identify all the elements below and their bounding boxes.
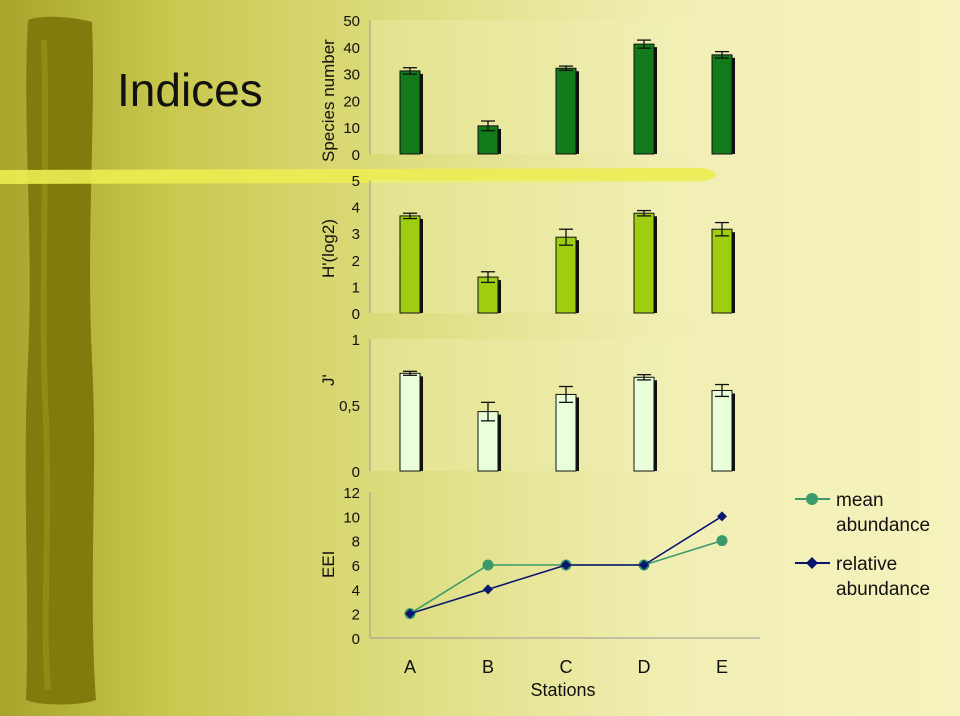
bar-h (399, 215, 421, 314)
y-tick-label-j: 0 (352, 464, 360, 481)
y-tick-label-h: 1 (352, 279, 360, 296)
y-tick-label-eei: 10 (343, 509, 360, 526)
y-axis-label-h: H'(log2) (319, 219, 338, 278)
y-tick-label-h: 0 (352, 306, 360, 323)
x-tick-label-eei: C (560, 657, 573, 677)
panel-j: J' 0 0,5 1 (319, 332, 760, 481)
x-tick-label-eei: B (482, 657, 494, 677)
bar-j (711, 389, 733, 472)
decorative-stripe (25, 16, 96, 705)
y-tick-label-species: 20 (343, 93, 360, 110)
y-tick-label-j: 0,5 (339, 398, 360, 415)
slide-title: Indices (117, 64, 263, 116)
bar-h (711, 228, 733, 314)
panel-h-log2: H'(log2) 0 1 2 3 4 5 (319, 173, 760, 323)
y-tick-label-j: 1 (352, 332, 360, 349)
legend-marker-mean (806, 493, 818, 505)
y-tick-label-eei: 2 (352, 607, 360, 624)
legend-item-relative: relative abundance (795, 554, 930, 600)
y-tick-label-eei: 6 (352, 558, 360, 575)
decorative-stripe-highlight (40, 39, 51, 691)
divider-stroke (0, 168, 716, 184)
y-tick-label-species: 30 (343, 67, 360, 84)
bar-h (555, 236, 577, 314)
y-tick-label-species: 50 (343, 13, 360, 30)
legend: mean abundance relative abundance (795, 490, 930, 600)
data-point-relative (405, 608, 415, 619)
bar-j (555, 393, 577, 472)
bar-species (711, 54, 733, 155)
y-tick-label-species: 0 (352, 147, 360, 164)
legend-marker-relative (806, 557, 818, 569)
data-point-relative (561, 560, 571, 570)
bar-species (399, 70, 421, 155)
bar-j (633, 376, 655, 472)
y-axis-label-j: J' (319, 374, 338, 386)
legend-item-mean: mean abundance (795, 490, 930, 536)
bar-j (399, 372, 421, 472)
data-point-mean (716, 535, 728, 547)
x-tick-label-eei: E (716, 657, 728, 677)
y-tick-label-eei: 4 (352, 582, 360, 599)
data-point-relative (639, 560, 649, 570)
y-tick-label-eei: 0 (352, 631, 360, 648)
y-tick-label-species: 40 (343, 40, 360, 57)
series-line-mean (409, 539, 723, 615)
y-axis-label-eei: EEI (319, 551, 338, 578)
y-axis-label-species: Species number (319, 39, 338, 162)
legend-label-relative: relative abundance (836, 554, 930, 600)
data-point-relative (717, 511, 727, 522)
panel-eei: EEI Stations 0 2 4 6 8 10 12 A B C D E (319, 485, 760, 700)
data-point-mean (482, 559, 494, 571)
bar-species (555, 67, 577, 155)
y-tick-label-eei: 8 (352, 534, 360, 551)
y-tick-label-h: 5 (352, 173, 360, 190)
bar-species (633, 43, 655, 155)
x-tick-label-eei: A (404, 657, 416, 677)
y-tick-label-eei: 12 (343, 485, 360, 502)
bar-h (633, 212, 655, 314)
y-tick-label-h: 4 (352, 200, 360, 217)
y-tick-label-species: 10 (343, 120, 360, 137)
legend-label-mean: mean abundance (836, 490, 930, 536)
x-tick-label-eei: D (638, 657, 651, 677)
x-axis-label-eei: Stations (530, 680, 595, 700)
y-tick-label-h: 2 (352, 253, 360, 270)
data-point-relative (483, 584, 493, 595)
panel-species-number: Species number 0 10 20 30 40 50 (319, 13, 760, 164)
y-tick-label-h: 3 (352, 226, 360, 243)
